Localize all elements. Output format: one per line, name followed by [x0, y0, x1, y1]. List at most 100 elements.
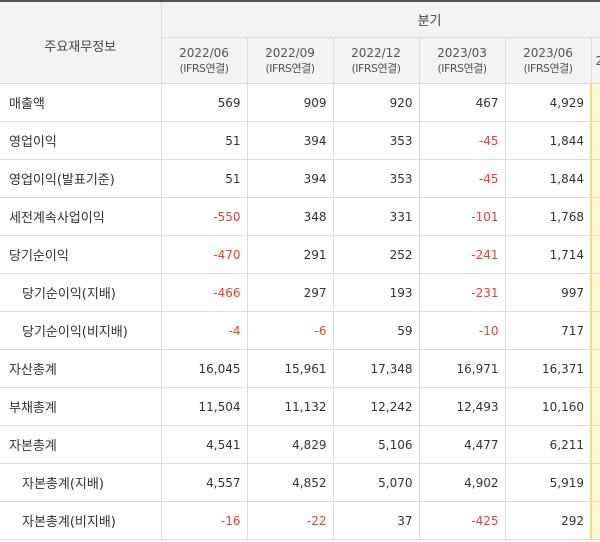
- value-cell: -466: [160, 273, 248, 312]
- table-row: 자산총계 16,045 15,961 17,348 16,971 16,371: [0, 349, 600, 388]
- highlight-column-cell: [589, 349, 600, 388]
- table-header: 주요재무정보 분기 2022/06 (IFRS연결) 2022/09 (IFRS연결)…: [0, 0, 600, 84]
- value-cell: -101: [418, 197, 506, 236]
- value-cell: 909: [246, 83, 334, 122]
- value-cell: 1,768: [504, 197, 592, 236]
- period-date: 2023/06: [523, 45, 573, 60]
- highlight-column-cell: [589, 425, 600, 464]
- value-cell: 17,348: [332, 349, 420, 388]
- value-cell: -231: [418, 273, 506, 312]
- period-date: 2023/03: [437, 45, 487, 60]
- table-row: 당기순이익(지배) -466 297 193 -231 997: [0, 273, 600, 312]
- row-label: 당기순이익(지배): [0, 273, 162, 312]
- value-cell: -22: [246, 501, 334, 540]
- value-cell: 1,844: [504, 159, 592, 198]
- period-header: 2023/06 (IFRS연결): [504, 37, 592, 84]
- value-cell: 4,557: [160, 463, 248, 502]
- value-cell: -550: [160, 197, 248, 236]
- value-cell: 297: [246, 273, 334, 312]
- value-cell: 10,160: [504, 387, 592, 426]
- value-cell: 12,493: [418, 387, 506, 426]
- row-label: 당기순이익: [0, 235, 162, 274]
- value-cell: 16,971: [418, 349, 506, 388]
- value-cell: 59: [332, 311, 420, 350]
- value-cell: 353: [332, 121, 420, 160]
- value-cell: 252: [332, 235, 420, 274]
- table-row: 자본총계(지배) 4,557 4,852 5,070 4,902 5,919: [0, 463, 600, 502]
- period-date: 2022/06: [179, 45, 229, 60]
- period-header: 2022/12 (IFRS연결): [332, 37, 420, 84]
- value-cell: 292: [504, 501, 592, 540]
- value-cell: 15,961: [246, 349, 334, 388]
- table-row: 당기순이익(비지배) -4 -6 59 -10 717: [0, 311, 600, 350]
- value-cell: 4,829: [246, 425, 334, 464]
- period-basis: (IFRS연결): [523, 61, 573, 75]
- value-cell: -241: [418, 235, 506, 274]
- highlight-column-cell: [589, 121, 600, 160]
- value-cell: 920: [332, 83, 420, 122]
- table-row: 세전계속사업이익 -550 348 331 -101 1,768: [0, 197, 600, 236]
- row-label: 영업이익: [0, 121, 162, 160]
- period-basis: (IFRS연결): [265, 61, 315, 75]
- period-basis: (IFRS연결): [351, 61, 401, 75]
- highlight-column-cell: [589, 463, 600, 502]
- value-cell: 5,919: [504, 463, 592, 502]
- highlight-column-cell: [589, 83, 600, 122]
- corner-header: 주요재무정보: [0, 0, 162, 84]
- highlight-column-cell: [589, 197, 600, 236]
- row-label: 세전계속사업이익: [0, 197, 162, 236]
- period-date: 2022/12: [351, 45, 401, 60]
- highlight-column-cell: [589, 273, 600, 312]
- value-cell: 331: [332, 197, 420, 236]
- period-basis: (IFRS연결): [437, 61, 487, 75]
- table-row: 자본총계 4,541 4,829 5,106 4,477 6,211: [0, 425, 600, 464]
- highlight-column-cell: [589, 159, 600, 198]
- value-cell: 4,477: [418, 425, 506, 464]
- value-cell: 291: [246, 235, 334, 274]
- table-row: 자본총계(비지배) -16 -22 37 -425 292: [0, 501, 600, 540]
- value-cell: 16,371: [504, 349, 592, 388]
- row-label: 자본총계: [0, 425, 162, 464]
- period-basis: (IFRS연결): [179, 61, 229, 75]
- value-cell: 4,541: [160, 425, 248, 464]
- row-label: 자산총계: [0, 349, 162, 388]
- value-cell: 717: [504, 311, 592, 350]
- value-cell: 11,132: [246, 387, 334, 426]
- period-date: 2022/09: [265, 45, 315, 60]
- highlight-column-cell: [589, 235, 600, 274]
- value-cell: 1,714: [504, 235, 592, 274]
- row-label: 부채총계: [0, 387, 162, 426]
- period-header: 2023/03 (IFRS연결): [418, 37, 506, 84]
- value-cell: -45: [418, 159, 506, 198]
- value-cell: 193: [332, 273, 420, 312]
- value-cell: 51: [160, 121, 248, 160]
- value-cell: 569: [160, 83, 248, 122]
- value-cell: -16: [160, 501, 248, 540]
- row-label: 당기순이익(비지배): [0, 311, 162, 350]
- value-cell: 394: [246, 121, 334, 160]
- highlight-column-cell: [589, 501, 600, 540]
- value-cell: 467: [418, 83, 506, 122]
- value-cell: 1,844: [504, 121, 592, 160]
- value-cell: 37: [332, 501, 420, 540]
- value-cell: -10: [418, 311, 506, 350]
- table-row: 영업이익 51 394 353 -45 1,844: [0, 121, 600, 160]
- value-cell: 12,242: [332, 387, 420, 426]
- value-cell: 16,045: [160, 349, 248, 388]
- value-cell: -6: [246, 311, 334, 350]
- value-cell: 348: [246, 197, 334, 236]
- value-cell: -470: [160, 235, 248, 274]
- row-label: 매출액: [0, 83, 162, 122]
- row-label: 영업이익(발표기준): [0, 159, 162, 198]
- value-cell: 4,929: [504, 83, 592, 122]
- value-cell: 51: [160, 159, 248, 198]
- value-cell: 394: [246, 159, 334, 198]
- period-header-partial: 2: [590, 37, 600, 84]
- value-cell: -4: [160, 311, 248, 350]
- table-row: 부채총계 11,504 11,132 12,242 12,493 10,160: [0, 387, 600, 426]
- quarterly-group-header[interactable]: 분기: [160, 0, 600, 38]
- value-cell: -45: [418, 121, 506, 160]
- row-label: 자본총계(지배): [0, 463, 162, 502]
